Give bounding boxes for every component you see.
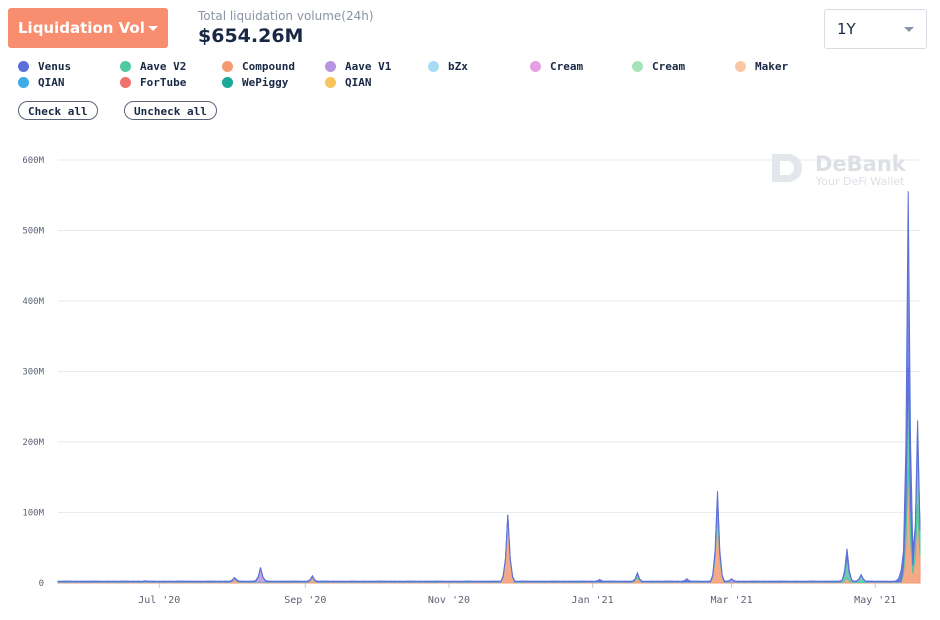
legend-dot-icon: [18, 77, 29, 88]
legend-dot-icon: [428, 61, 439, 72]
watermark-title: DeBank: [815, 152, 906, 176]
legend-item-label: Cream: [652, 60, 686, 73]
y-tick-label: 500M: [22, 227, 44, 237]
legend-dot-icon: [18, 61, 29, 72]
legend-item-label: ForTube: [140, 76, 187, 89]
x-tick-label: Mar '21: [711, 595, 753, 606]
y-tick-label: 400M: [22, 297, 44, 307]
legend-item-label: WePiggy: [242, 76, 289, 89]
legend-item[interactable]: Aave V1: [325, 60, 391, 73]
legend-item[interactable]: QIAN: [325, 76, 372, 89]
watermark-subtitle: Your DeFi Wallet: [816, 175, 905, 188]
legend-item-label: QIAN: [345, 76, 372, 89]
y-tick-label: 600M: [22, 156, 44, 166]
legend-item-label: QIAN: [38, 76, 65, 89]
series-area: [57, 367, 921, 583]
legend-item-label: Venus: [38, 60, 72, 73]
x-tick-label: Sep '20: [284, 595, 326, 606]
series-area: [57, 367, 921, 584]
y-tick-label: 300M: [22, 368, 44, 378]
legend-item[interactable]: ForTube: [120, 76, 186, 89]
legend-item[interactable]: Maker: [735, 60, 788, 73]
caret-down-icon: [904, 26, 914, 32]
x-tick-label: Nov '20: [428, 595, 470, 606]
legend-item-label: Aave V1: [345, 60, 392, 73]
y-tick-label: 0: [39, 579, 44, 589]
legend-item[interactable]: Venus: [18, 60, 71, 73]
metric-dropdown[interactable]: Liquidation Vol: [8, 8, 168, 48]
x-tick-label: Jul '20: [138, 595, 180, 606]
y-tick-label: 200M: [22, 438, 44, 448]
liquidation-chart: 0 100M 200M 300M 400M 500M 600M Jul '20 Sep '20 N…: [22, 156, 921, 606]
legend-item[interactable]: Compound: [222, 60, 295, 73]
legend-item[interactable]: Cream: [530, 60, 583, 73]
legend-item[interactable]: bZx: [428, 60, 468, 73]
x-tick-label: Jan '21: [572, 595, 614, 606]
x-tick-label: May '21: [854, 595, 896, 606]
legend-dot-icon: [530, 61, 541, 72]
time-range-select[interactable]: 1Y: [824, 9, 927, 49]
series-area: [57, 191, 921, 583]
check-all-button[interactable]: Check all: [18, 101, 98, 120]
legend-item-label: Cream: [550, 60, 584, 73]
series-area: [57, 466, 921, 584]
total-volume-value: $654.26M: [198, 25, 304, 47]
y-tick-label: 100M: [22, 509, 44, 519]
legend-dot-icon: [735, 61, 746, 72]
uncheck-all-button[interactable]: Uncheck all: [124, 101, 217, 120]
metric-dropdown-label: Liquidation Vol: [18, 19, 145, 37]
legend-dot-icon: [222, 77, 233, 88]
legend-dot-icon: [632, 61, 643, 72]
legend-item[interactable]: QIAN: [18, 76, 65, 89]
total-volume-label: Total liquidation volume(24h): [198, 9, 374, 23]
legend-item-label: Aave V2: [140, 60, 187, 73]
legend-dot-icon: [120, 61, 131, 72]
legend-item[interactable]: Cream: [632, 60, 685, 73]
debank-logo-icon: [772, 154, 802, 182]
legend-item[interactable]: WePiggy: [222, 76, 288, 89]
caret-down-icon: [148, 25, 158, 31]
legend-dot-icon: [120, 77, 131, 88]
legend-item-label: bZx: [448, 60, 468, 73]
legend-item[interactable]: Aave V2: [120, 60, 186, 73]
time-range-value: 1Y: [837, 20, 856, 38]
legend-item-label: Maker: [755, 60, 789, 73]
legend-dot-icon: [222, 61, 233, 72]
legend-dot-icon: [325, 61, 336, 72]
legend-item-label: Compound: [242, 60, 295, 73]
legend-dot-icon: [325, 77, 336, 88]
